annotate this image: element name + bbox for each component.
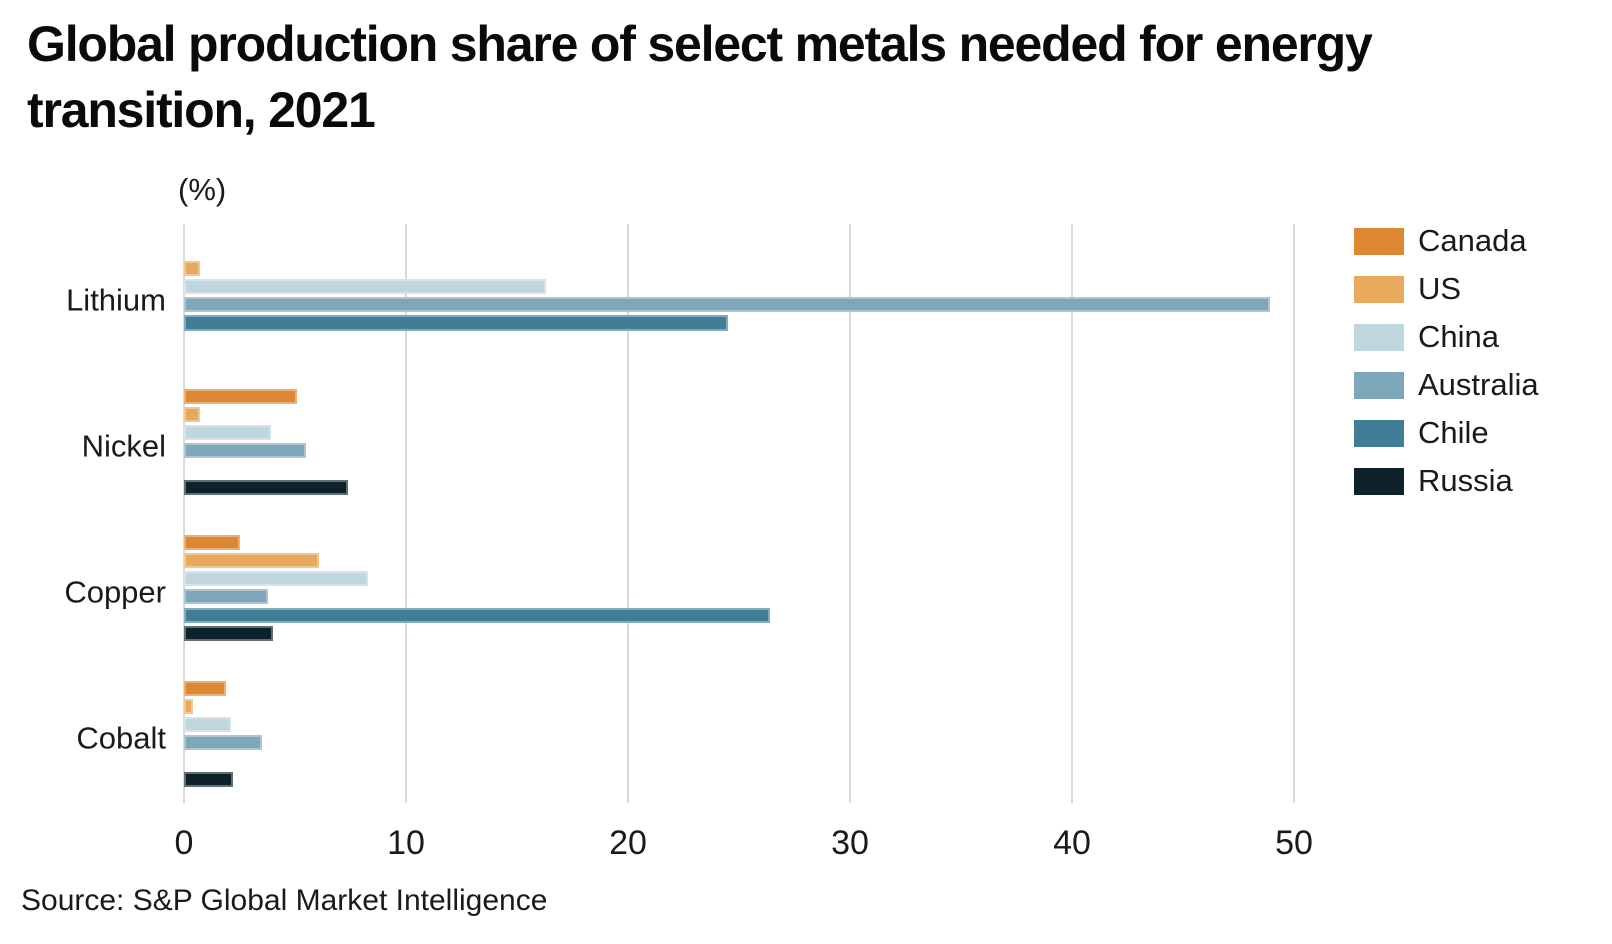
legend-label: China bbox=[1418, 319, 1499, 354]
legend-label: Australia bbox=[1418, 367, 1539, 402]
gridline bbox=[849, 224, 851, 803]
x-axis-tick-label: 20 bbox=[609, 824, 647, 862]
legend-item-canada: Canada bbox=[1354, 223, 1539, 258]
bar-lithium-chile bbox=[184, 315, 728, 331]
bar-nickel-china bbox=[184, 425, 271, 441]
legend-label: Russia bbox=[1418, 463, 1513, 498]
legend-swatch-us bbox=[1354, 275, 1404, 303]
bar-cobalt-russia bbox=[184, 771, 233, 787]
legend-swatch-canada bbox=[1354, 227, 1404, 255]
bar-lithium-china bbox=[184, 279, 546, 295]
legend-item-us: US bbox=[1354, 271, 1539, 306]
x-axis-tick-label: 0 bbox=[174, 824, 194, 862]
bar-cobalt-china bbox=[184, 717, 231, 733]
bar-cobalt-us bbox=[184, 698, 193, 715]
legend-label: Chile bbox=[1418, 415, 1489, 450]
legend-swatch-chile bbox=[1354, 419, 1404, 447]
legend-label: Canada bbox=[1418, 223, 1527, 258]
bar-nickel-canada bbox=[184, 388, 298, 404]
category-label-cobalt: Cobalt bbox=[76, 720, 166, 756]
plot-area: 0 10 20 30 40 50 Lithium Nickel Copper Cobalt bbox=[64, 224, 1313, 860]
bar-copper-russia bbox=[184, 625, 273, 641]
x-axis-tick-label: 50 bbox=[1275, 824, 1313, 862]
gridline bbox=[627, 224, 629, 803]
category-label-nickel: Nickel bbox=[81, 428, 166, 464]
gridline bbox=[183, 224, 185, 803]
bar-cobalt-australia bbox=[184, 735, 262, 751]
gridline bbox=[1293, 224, 1295, 803]
x-axis-tick-label: 30 bbox=[831, 824, 869, 862]
bar-nickel-us bbox=[184, 406, 200, 422]
bar-lithium-australia bbox=[184, 297, 1270, 313]
chart-title: Global production share of select metals… bbox=[27, 16, 1373, 138]
category-label-copper: Copper bbox=[64, 574, 166, 610]
bar-copper-canada bbox=[184, 534, 240, 550]
legend-item-australia: Australia bbox=[1354, 367, 1539, 402]
legend-item-russia: Russia bbox=[1354, 463, 1539, 498]
legend-item-china: China bbox=[1354, 319, 1539, 354]
bar-copper-chile bbox=[184, 607, 771, 623]
axis-unit-label: (%) bbox=[178, 172, 227, 207]
legend-swatch-australia bbox=[1354, 371, 1404, 399]
bar-cobalt-canada bbox=[184, 680, 227, 696]
bar-copper-us bbox=[184, 552, 320, 569]
bar-nickel-russia bbox=[184, 479, 349, 495]
legend-item-chile: Chile bbox=[1354, 415, 1539, 450]
bar-copper-australia bbox=[184, 589, 269, 605]
x-axis-tick-label: 10 bbox=[387, 824, 425, 862]
gridline bbox=[1071, 224, 1073, 803]
gridline bbox=[405, 224, 407, 803]
bar-copper-china bbox=[184, 571, 369, 587]
category-label-lithium: Lithium bbox=[66, 282, 166, 318]
legend-swatch-russia bbox=[1354, 467, 1404, 495]
bar-lithium-us bbox=[184, 260, 200, 276]
legend-label: US bbox=[1418, 271, 1462, 306]
legend-swatch-china bbox=[1354, 323, 1404, 351]
x-axis-tick-label: 40 bbox=[1053, 824, 1091, 862]
bar-nickel-australia bbox=[184, 443, 307, 459]
source-note: Source: S&P Global Market Intelligence bbox=[21, 884, 548, 917]
legend: Canada US China Australia Chile Russia bbox=[1354, 223, 1539, 498]
